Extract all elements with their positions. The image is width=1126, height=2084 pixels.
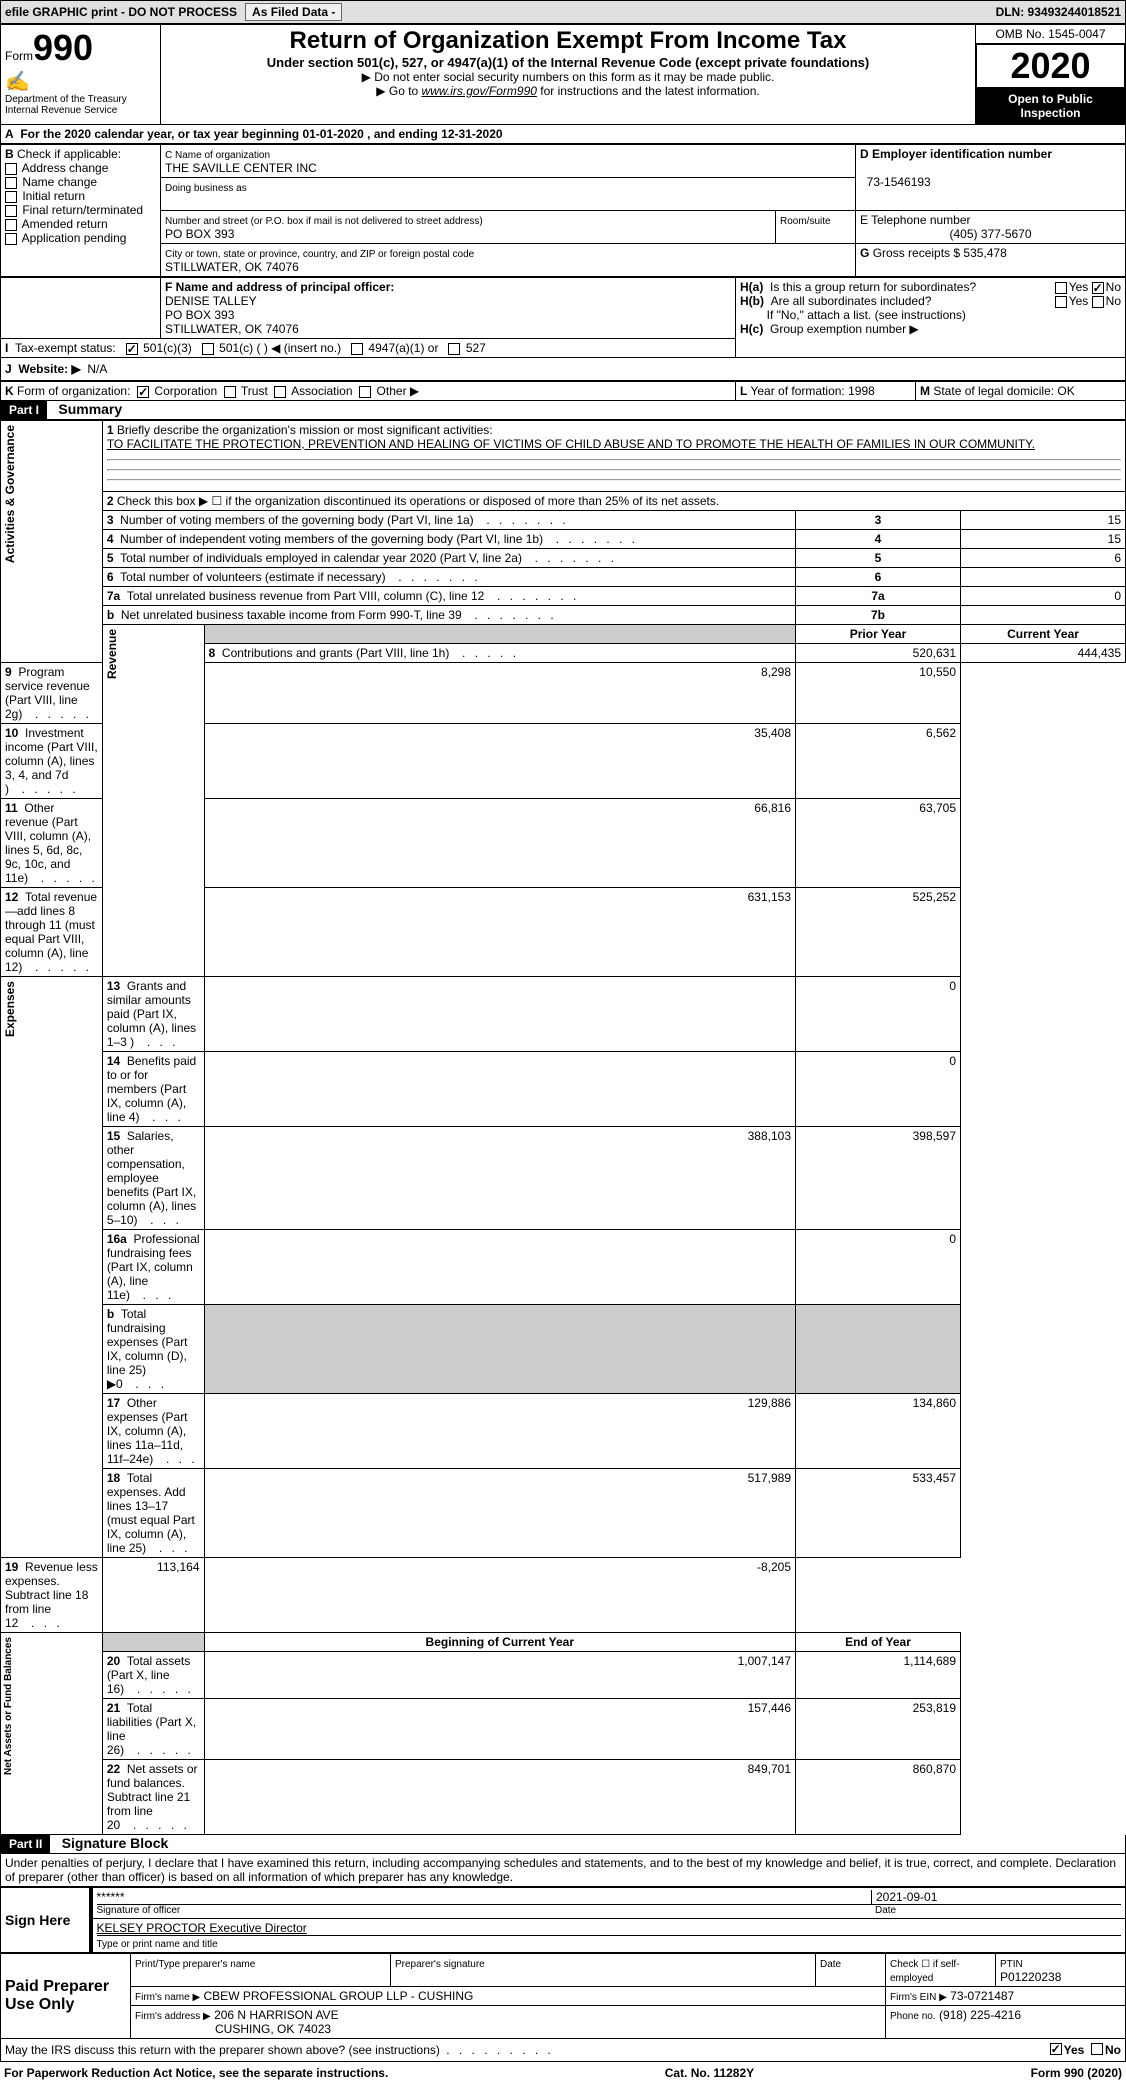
sig-stars: ******: [97, 1890, 872, 1904]
part2-label: Part II: [1, 1835, 50, 1853]
ptin: P01220238: [1000, 1970, 1061, 1984]
exp-row: 16a Professional fundraising fees (Part …: [1, 1230, 1126, 1305]
year-formation: 1998: [848, 384, 875, 398]
i-527[interactable]: [448, 343, 460, 355]
note1: ▶ Do not enter social security numbers o…: [165, 70, 971, 84]
website: N/A: [87, 362, 107, 376]
note2: ▶ Go to www.irs.gov/Form990 for instruct…: [165, 84, 971, 98]
line-j: J Website: ▶ N/A: [0, 358, 1126, 381]
i-501c3[interactable]: [126, 343, 138, 355]
k-trust[interactable]: [224, 386, 236, 398]
ein: 73-1546193: [867, 175, 931, 189]
na-row: 20 Total assets (Part X, line 16) . . . …: [1, 1652, 1126, 1699]
check-initial[interactable]: [5, 191, 17, 203]
top-bar: efile GRAPHIC print - DO NOT PROCESS As …: [0, 0, 1126, 24]
sig-date: 2021-09-01: [871, 1890, 1121, 1904]
expenses-label: Expenses: [1, 977, 19, 1041]
firm-name: CBEW PROFESSIONAL GROUP LLP - CUSHING: [204, 1989, 474, 2003]
form-label: Form: [5, 49, 33, 63]
check-pending[interactable]: [5, 233, 17, 245]
org-name: THE SAVILLE CENTER INC: [165, 161, 317, 175]
as-filed-btn[interactable]: As Filed Data -: [245, 3, 342, 21]
exp-row: 17 Other expenses (Part IX, column (A), …: [1, 1394, 1126, 1469]
na-row: 21 Total liabilities (Part X, line 26) .…: [1, 1699, 1126, 1760]
exp-row: b Total fundraising expenses (Part IX, c…: [1, 1305, 1126, 1394]
officer-name: DENISE TALLEY: [165, 294, 257, 308]
gov-row: 6 Total number of volunteers (estimate i…: [1, 568, 1126, 587]
discuss-line: May the IRS discuss this return with the…: [0, 2039, 1126, 2062]
open-inspection: Open to Public Inspection: [976, 88, 1125, 124]
exp-row: 18 Total expenses. Add lines 13–17 (must…: [1, 1469, 1126, 1558]
k-corp[interactable]: [137, 386, 149, 398]
netassets-label: Net Assets or Fund Balances: [1, 1633, 16, 1779]
year-box: 2020: [976, 44, 1125, 88]
exp-row: 13 Grants and similar amounts paid (Part…: [1, 977, 1126, 1052]
ha-no[interactable]: [1092, 282, 1104, 294]
firm-addr1: 206 N HARRISON AVE: [214, 2008, 339, 2022]
sign-table: Sign Here ****** 2021-09-01 Signature of…: [0, 1887, 1126, 1953]
part1-label: Part I: [1, 401, 47, 419]
part1-title: Summary: [50, 399, 130, 419]
gov-row: 5 Total number of individuals employed i…: [1, 549, 1126, 568]
k-assoc[interactable]: [274, 386, 286, 398]
gov-row: 7a Total unrelated business revenue from…: [1, 587, 1126, 606]
phone: (405) 377-5670: [860, 227, 1121, 241]
k-other[interactable]: [359, 386, 371, 398]
form-subtitle: Under section 501(c), 527, or 4947(a)(1)…: [165, 55, 971, 70]
hb-no[interactable]: [1092, 296, 1104, 308]
form-number: 990: [33, 27, 93, 68]
dln-label: DLN: 93493244018521: [996, 5, 1121, 19]
ha-yes[interactable]: [1055, 282, 1067, 294]
exp-row: 15 Salaries, other compensation, employe…: [1, 1127, 1126, 1230]
discuss-no[interactable]: [1091, 2043, 1103, 2055]
domicile: OK: [1057, 384, 1074, 398]
irs-link[interactable]: www.irs.gov/Form990: [422, 84, 537, 98]
address: PO BOX 393: [165, 227, 234, 241]
firm-phone: (918) 225-4216: [939, 2008, 1021, 2022]
exp-row: 14 Benefits paid to or for members (Part…: [1, 1052, 1126, 1127]
discuss-yes[interactable]: [1050, 2043, 1062, 2055]
summary-table: Activities & Governance 1 Briefly descri…: [0, 420, 1126, 1835]
revenue-label: Revenue: [103, 625, 121, 683]
firm-addr2: CUSHING, OK 74023: [215, 2022, 331, 2036]
footer: For Paperwork Reduction Act Notice, see …: [0, 2062, 1126, 2084]
hb-yes[interactable]: [1055, 296, 1067, 308]
perjury-text: Under penalties of perjury, I declare th…: [0, 1854, 1126, 1887]
officer-printed: KELSEY PROCTOR Executive Director: [97, 1921, 307, 1935]
klm-table: K Form of organization: Corporation Trus…: [0, 381, 1126, 401]
exp-row: 19 Revenue less expenses. Subtract line …: [1, 1558, 1126, 1633]
header-table: Form990 ✍ Department of the Treasury Int…: [0, 24, 1126, 125]
form-title: Return of Organization Exempt From Incom…: [165, 27, 971, 55]
efile-label: efile GRAPHIC print - DO NOT PROCESS: [5, 5, 237, 19]
mission: TO FACILITATE THE PROTECTION, PREVENTION…: [107, 437, 1035, 451]
check-final[interactable]: [5, 205, 17, 217]
omb: OMB No. 1545-0047: [976, 25, 1125, 44]
part2-title: Signature Block: [54, 1833, 177, 1853]
i-4947[interactable]: [351, 343, 363, 355]
line-a: A For the 2020 calendar year, or tax yea…: [0, 125, 1126, 144]
gross-receipts: 535,478: [963, 246, 1006, 260]
i-501c[interactable]: [202, 343, 214, 355]
gov-row: 3 Number of voting members of the govern…: [1, 511, 1126, 530]
check-name[interactable]: [5, 177, 17, 189]
check-address[interactable]: [5, 163, 17, 175]
preparer-table: Paid Preparer Use Only Print/Type prepar…: [0, 1953, 1126, 2039]
na-row: 22 Net assets or fund balances. Subtract…: [1, 1760, 1126, 1835]
gov-row: b Net unrelated business taxable income …: [1, 606, 1126, 625]
fh-table: F Name and address of principal officer:…: [0, 277, 1126, 358]
info-table: B Check if applicable: Address change Na…: [0, 144, 1126, 277]
dept-text: Department of the Treasury Internal Reve…: [5, 94, 156, 116]
gov-row: 4 Number of independent voting members o…: [1, 530, 1126, 549]
check-amended[interactable]: [5, 219, 17, 231]
city: STILLWATER, OK 74076: [165, 260, 299, 274]
firm-ein: 73-0721487: [950, 1989, 1014, 2003]
activities-label: Activities & Governance: [1, 421, 19, 567]
